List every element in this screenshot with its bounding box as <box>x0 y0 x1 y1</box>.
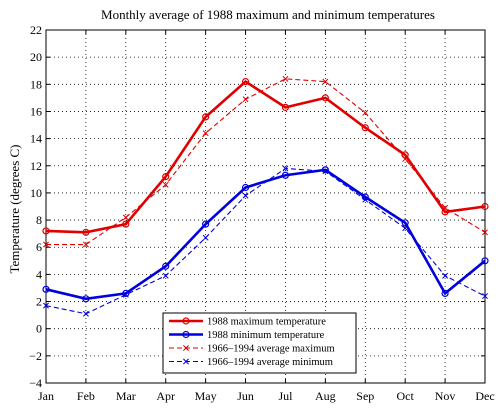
x-tick-label: Aug <box>315 389 336 403</box>
data-point <box>442 204 449 211</box>
series-line <box>45 167 486 315</box>
series-line <box>46 78 486 246</box>
series-lines <box>42 75 489 317</box>
data-point <box>122 214 129 221</box>
data-point <box>282 165 289 172</box>
data-point <box>482 293 488 300</box>
legend-entry: 1988 maximum temperature <box>169 317 326 328</box>
data-point <box>82 310 89 317</box>
data-point <box>401 219 409 227</box>
y-tick-label: 2 <box>36 295 42 309</box>
x-tick-label: Jul <box>278 389 293 403</box>
data-point <box>242 192 249 199</box>
data-point <box>281 103 290 111</box>
data-point <box>122 291 129 298</box>
y-tick-label: 14 <box>30 132 42 146</box>
data-point <box>202 130 209 137</box>
data-point <box>322 78 329 85</box>
data-point <box>202 220 210 228</box>
data-point <box>321 166 329 174</box>
data-point <box>43 241 49 248</box>
data-point <box>42 227 50 235</box>
series-2 <box>43 75 488 248</box>
data-point <box>202 234 209 241</box>
legend-entry: 1966–1994 average minimum <box>169 357 333 368</box>
legend-marker <box>183 345 189 351</box>
y-tick-label: 6 <box>36 240 42 254</box>
data-point <box>442 272 449 279</box>
legend-label: 1988 maximum temperature <box>207 317 326 328</box>
data-point <box>362 109 369 116</box>
y-tick-label: 4 <box>36 267 42 281</box>
data-point <box>162 262 170 270</box>
y-tick-label: 18 <box>30 77 42 91</box>
data-point <box>82 228 90 236</box>
series-0 <box>42 77 489 236</box>
y-axis-label: Temperature (degrees C) <box>7 144 22 273</box>
data-point <box>241 183 250 192</box>
y-tick-label: −2 <box>29 349 42 363</box>
legend-marker <box>182 330 190 339</box>
legend-entry: 1988 minimum temperature <box>169 330 325 341</box>
data-point <box>122 220 130 228</box>
data-point <box>42 285 50 293</box>
data-point <box>321 94 329 102</box>
data-point <box>402 156 409 162</box>
x-tick-label: Sep <box>356 389 374 403</box>
x-tick-label: Mar <box>116 389 136 403</box>
data-point <box>82 295 90 303</box>
y-tick-label: 10 <box>30 186 42 200</box>
data-point <box>162 272 169 279</box>
x-tick-label: May <box>195 389 217 403</box>
series-3 <box>43 165 488 317</box>
legend-marker <box>183 358 189 365</box>
x-tick-label: Feb <box>77 389 95 403</box>
data-point <box>361 124 369 132</box>
data-point <box>282 75 289 82</box>
data-point <box>441 289 449 297</box>
y-tick-label: 12 <box>30 159 42 173</box>
series-line <box>45 168 486 301</box>
x-tick-label: Nov <box>435 389 456 403</box>
data-point <box>162 173 170 181</box>
legend-marker <box>182 317 190 325</box>
data-point <box>43 302 49 309</box>
legend-entry: 1966–1994 average maximum <box>169 344 335 355</box>
data-point <box>241 77 250 86</box>
data-point <box>82 241 89 248</box>
y-tick-label: 20 <box>30 50 42 64</box>
y-tick-label: −4 <box>29 376 42 390</box>
series-1 <box>42 166 489 303</box>
data-point <box>322 168 329 175</box>
series-line <box>45 79 486 234</box>
x-tick-label: Oct <box>397 389 415 403</box>
legend-label: 1988 minimum temperature <box>207 330 325 341</box>
data-point <box>162 181 169 188</box>
data-point <box>481 257 489 265</box>
x-tick-label: Dec <box>475 389 494 403</box>
data-point <box>202 113 210 121</box>
data-point <box>281 171 290 179</box>
data-point <box>402 225 409 232</box>
x-tick-label: Apr <box>156 389 175 403</box>
data-point <box>362 196 369 203</box>
legend-label: 1966–1994 average minimum <box>207 357 333 368</box>
y-tick-label: 16 <box>30 104 42 118</box>
x-tick-label: Jan <box>38 389 54 403</box>
y-tick-label: 0 <box>36 322 42 336</box>
data-point <box>481 202 489 211</box>
legend-box <box>162 312 357 374</box>
y-tick-label: 22 <box>30 23 42 37</box>
data-point <box>242 96 249 103</box>
y-tick-label: 8 <box>36 213 42 227</box>
x-tick-label: Jun <box>237 389 254 403</box>
chart-title: Monthly average of 1988 maximum and mini… <box>101 7 435 22</box>
data-point <box>482 229 488 236</box>
legend: 1988 maximum temperature 1988 minimum tem… <box>162 312 357 374</box>
data-point <box>441 208 449 216</box>
legend-label: 1966–1994 average maximum <box>207 344 335 355</box>
